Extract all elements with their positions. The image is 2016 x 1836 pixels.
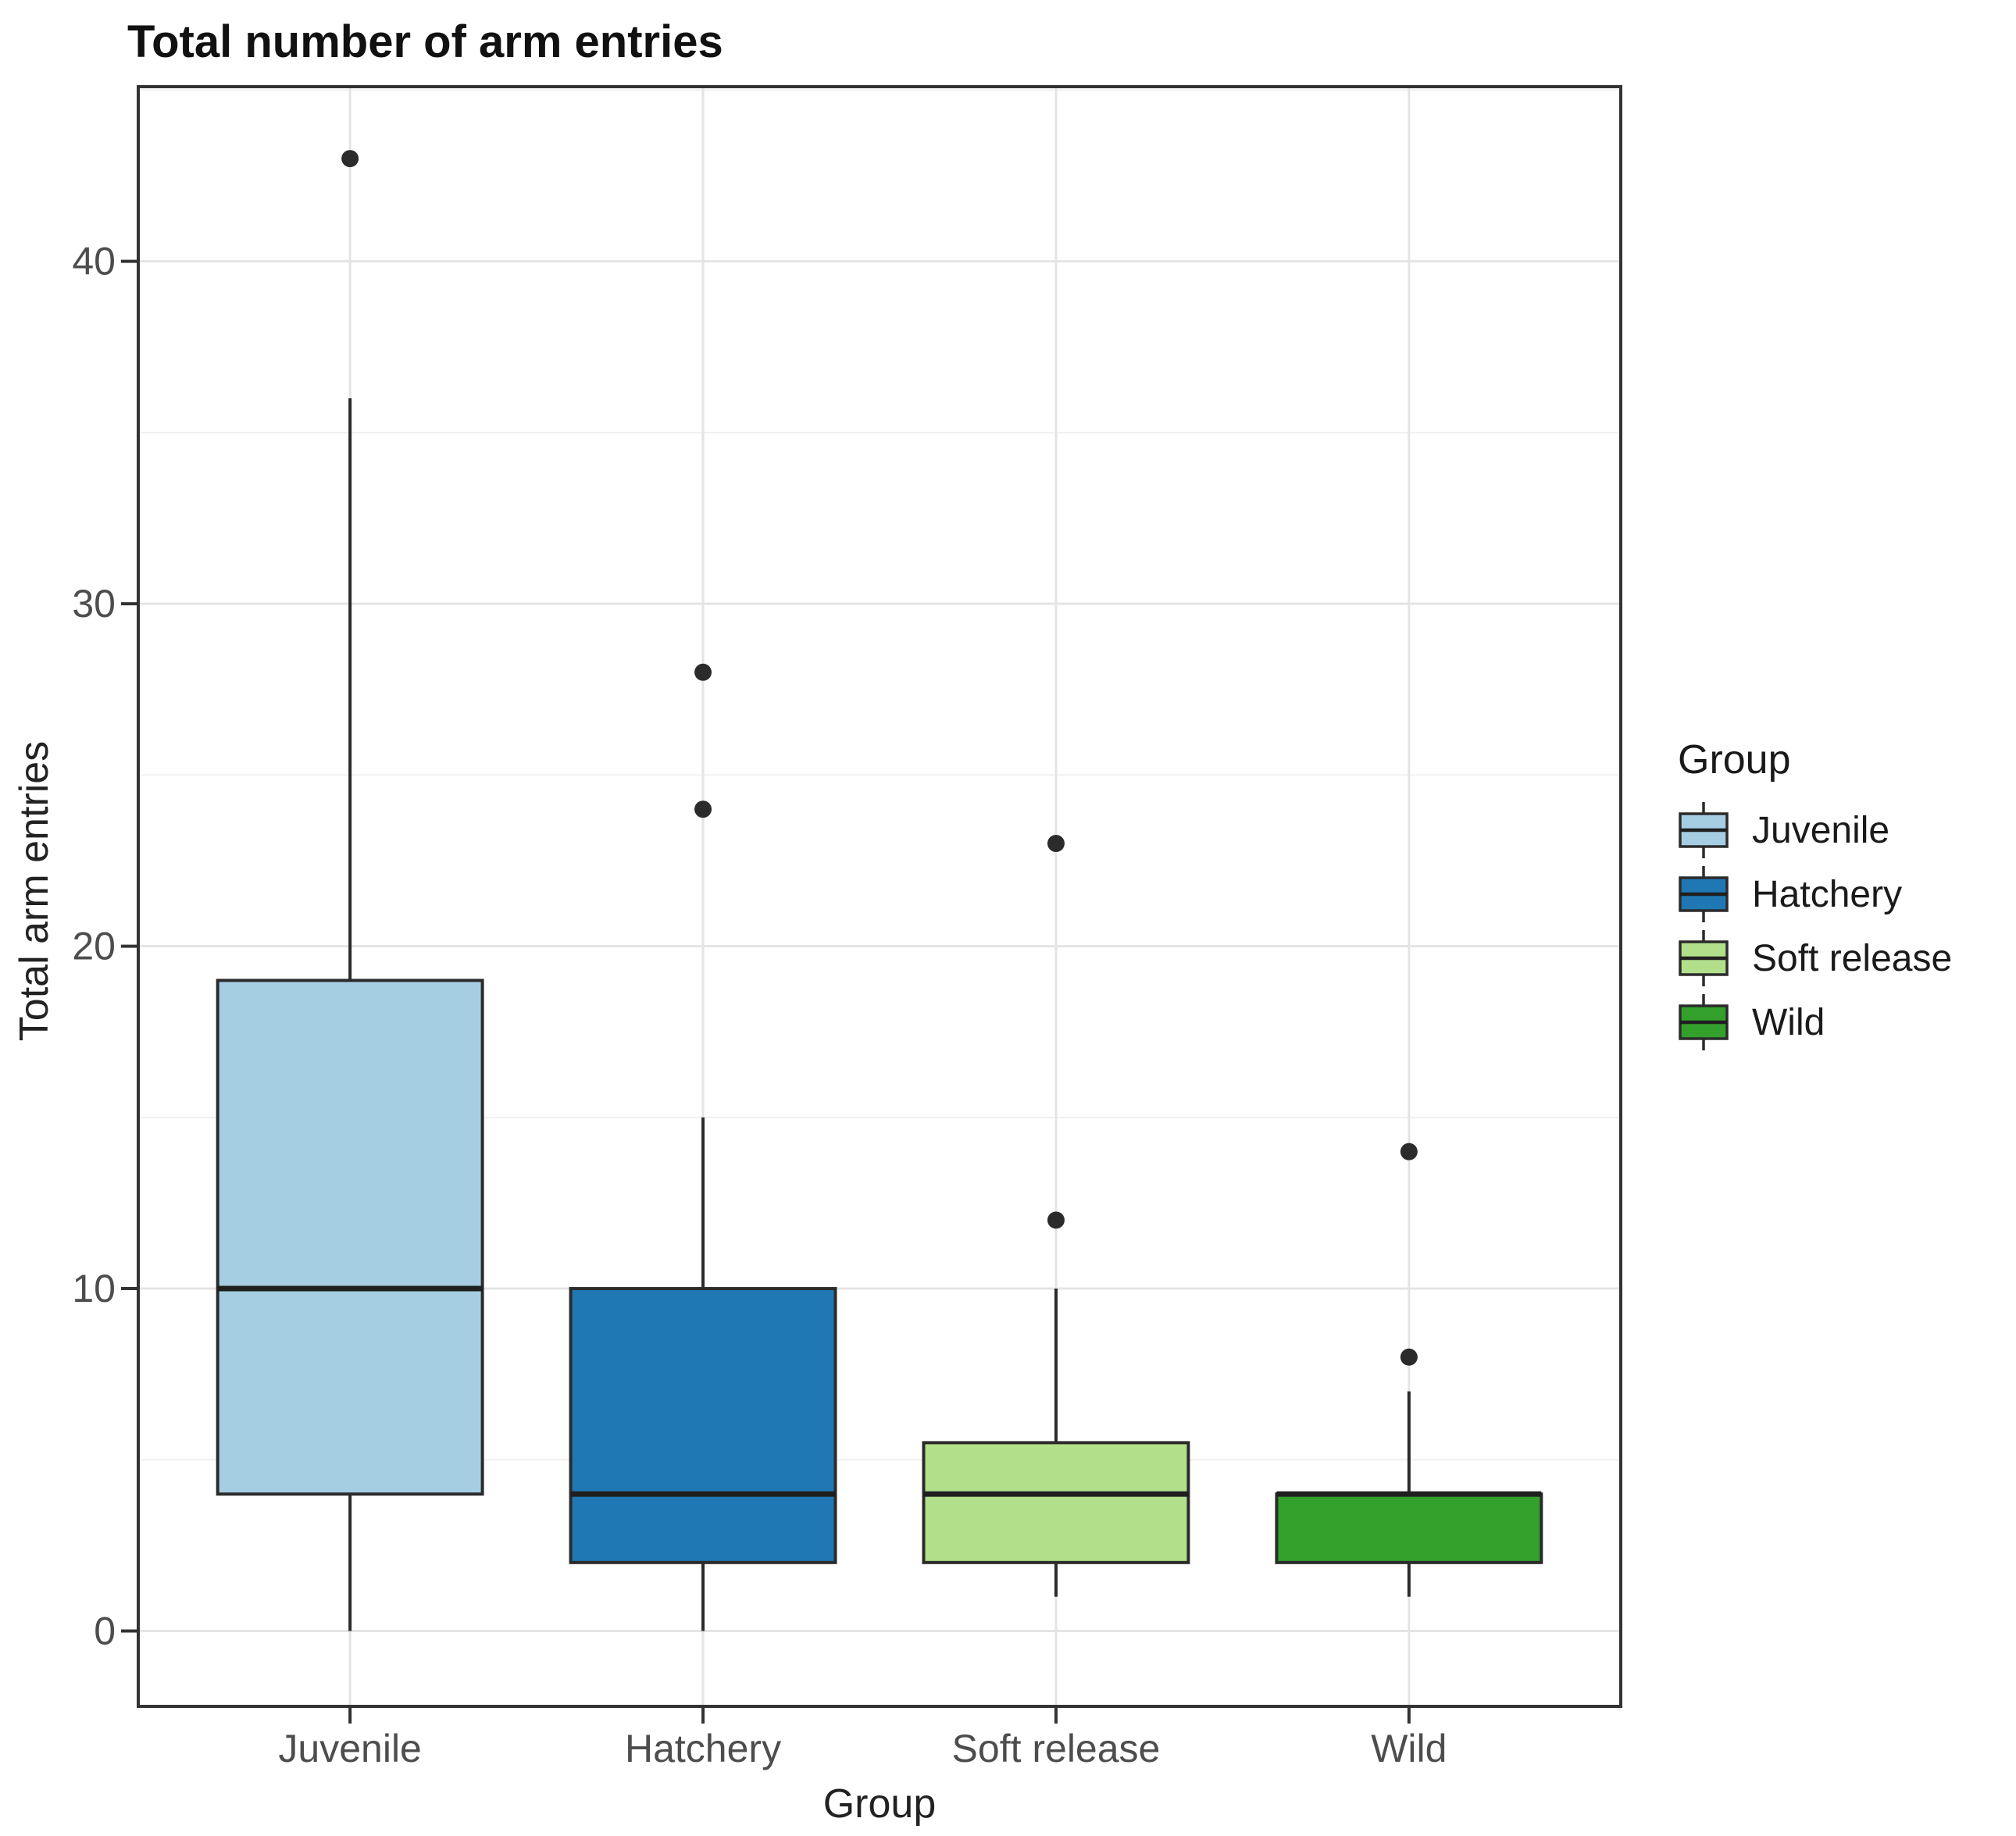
y-tick-label: 0 [94,1610,116,1653]
outlier-point [1400,1348,1418,1366]
boxplot-juvenile [216,150,484,1631]
x-tick-label: Hatchery [625,1727,781,1770]
outlier-point [1400,1143,1418,1160]
y-axis-title: Total arm entries [12,740,57,1042]
x-axis-title: Group [822,1781,937,1827]
boxplot-hatchery [569,663,837,1631]
legend-item-juvenile: Juvenile [1678,798,2014,862]
iqr-box [569,1287,837,1564]
legend-items: Juvenile Hatchery Soft release Wild [1678,798,2014,1054]
legend-key-boxplot-icon [1679,866,1729,922]
outlier-point [694,663,712,681]
boxplot-wild [1275,1143,1543,1597]
legend-item-label: Juvenile [1752,809,1890,851]
legend-item-label: Wild [1752,1001,1825,1043]
boxplot-soft-release [922,835,1190,1597]
outlier-point [1047,1211,1065,1229]
legend-item-label: Soft release [1752,937,1953,979]
outlier-point [1047,835,1065,853]
y-tick-label: 30 [72,582,116,626]
outlier-point [341,150,359,168]
legend-item-wild: Wild [1678,990,2014,1054]
outlier-point [694,800,712,818]
legend-item-label: Hatchery [1752,873,1903,915]
y-tick-label: 40 [72,240,116,283]
x-tick-label: Juvenile [278,1727,421,1770]
iqr-box [922,1441,1190,1564]
legend-title: Group [1678,737,1791,783]
legend-key-boxplot-icon [1679,994,1729,1050]
chart-title: Total number of arm entries [127,16,723,67]
panel-border [137,85,1622,1708]
iqr-box [216,979,484,1496]
legend-key-boxplot-icon [1679,802,1729,858]
y-tick-label: 20 [72,925,116,968]
legend-key-boxplot-icon [1679,930,1729,986]
x-tick-label: Soft release [952,1727,1161,1770]
legend-item-soft-release: Soft release [1678,926,2014,990]
legend-item-hatchery: Hatchery [1678,862,2014,926]
legend: Group Juvenile Hatchery Soft release Wild [1678,737,2014,1054]
y-tick-label: 10 [72,1267,116,1310]
iqr-box [1275,1492,1543,1564]
x-tick-label: Wild [1371,1727,1447,1770]
